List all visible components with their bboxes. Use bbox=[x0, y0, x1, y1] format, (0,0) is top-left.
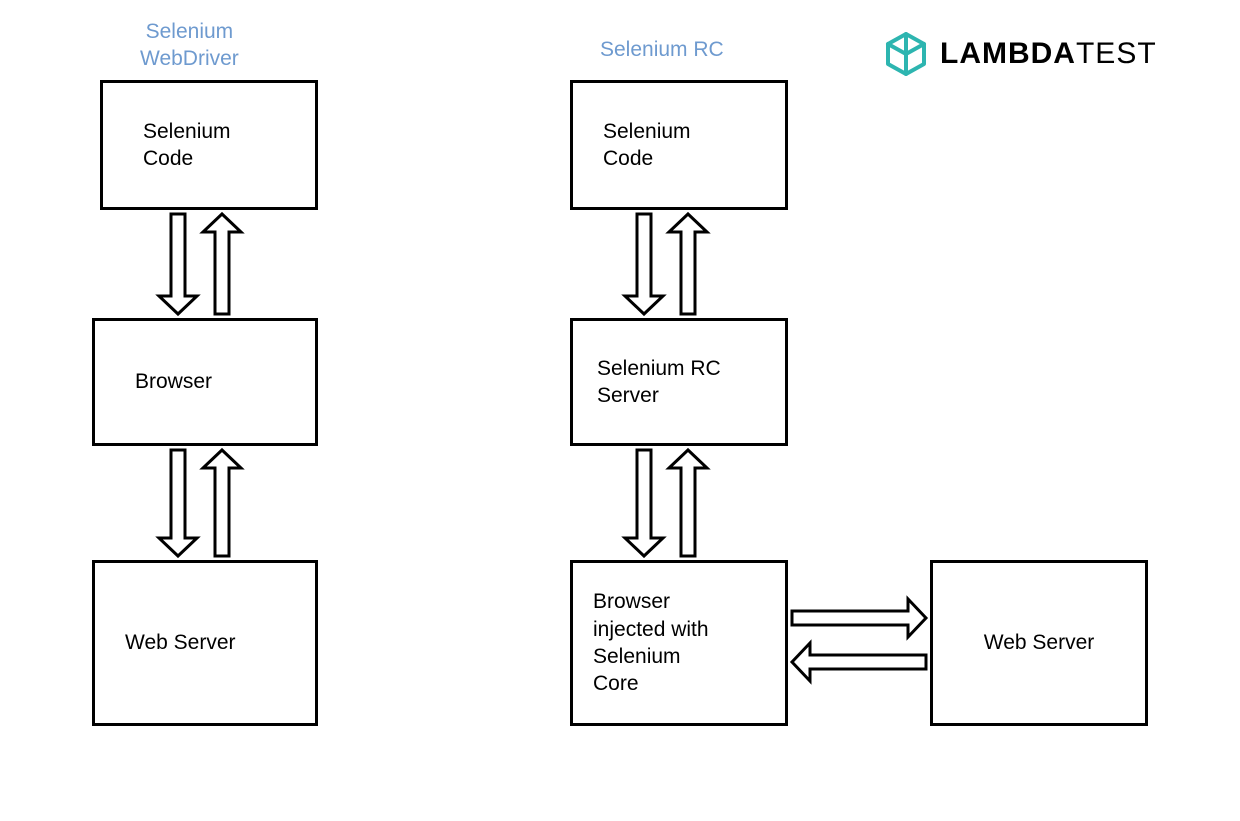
h-arrow-right bbox=[792, 599, 926, 637]
diagram-arrows bbox=[0, 0, 1240, 821]
v-arrow-up-0 bbox=[203, 214, 241, 314]
v-arrow-up-3 bbox=[669, 450, 707, 556]
v-arrow-down-2 bbox=[625, 214, 663, 314]
v-arrow-down-3 bbox=[625, 450, 663, 556]
v-arrow-down-1 bbox=[159, 450, 197, 556]
v-arrow-up-1 bbox=[203, 450, 241, 556]
v-arrow-up-2 bbox=[669, 214, 707, 314]
v-arrow-down-0 bbox=[159, 214, 197, 314]
h-arrow-left bbox=[792, 643, 926, 681]
